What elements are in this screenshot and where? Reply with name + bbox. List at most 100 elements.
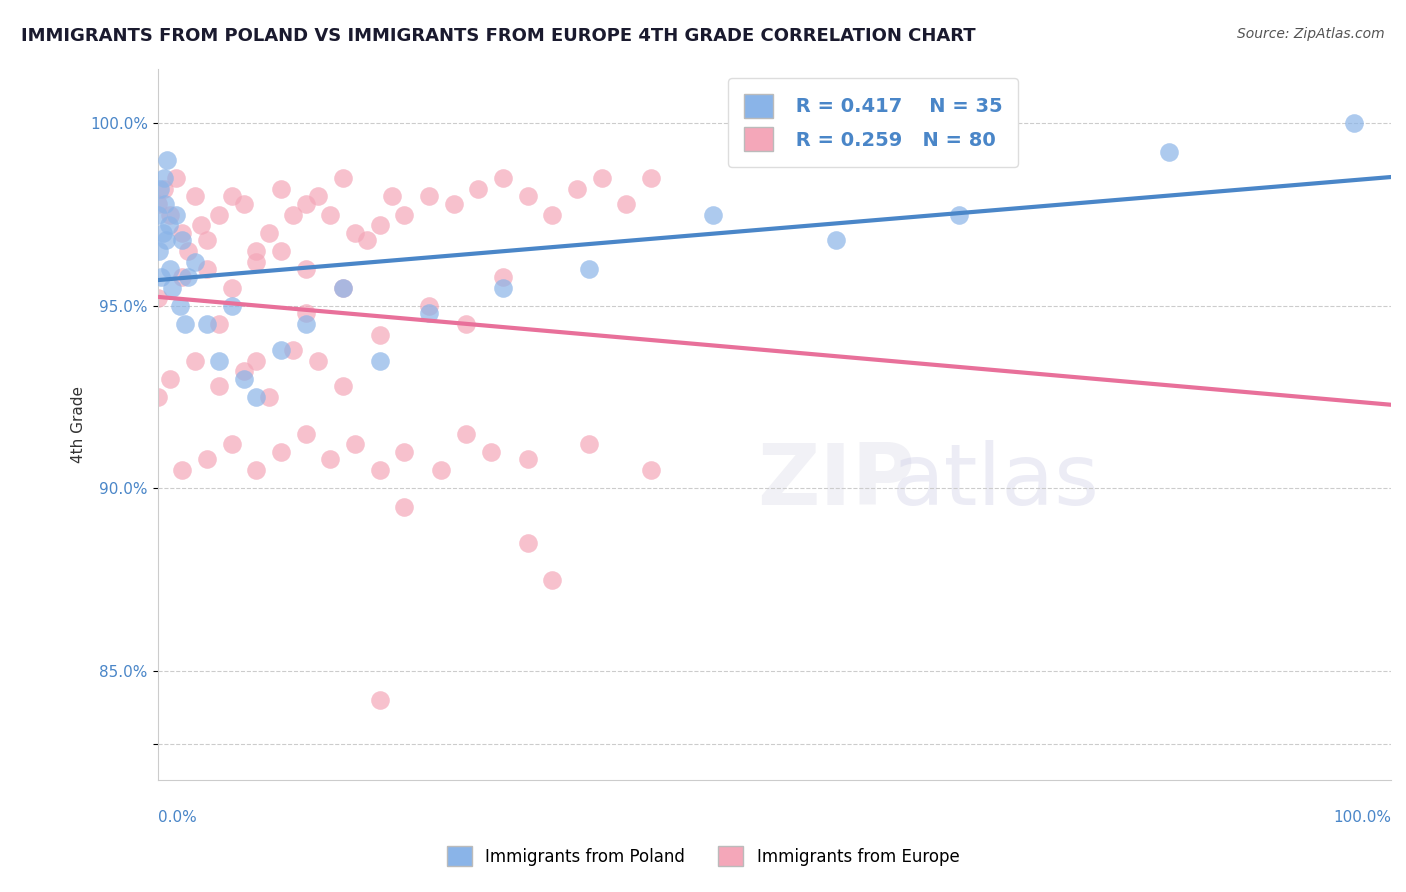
Point <box>332 280 354 294</box>
Point <box>614 196 637 211</box>
Point <box>208 379 231 393</box>
Point <box>343 226 366 240</box>
Point <box>356 233 378 247</box>
Point <box>165 208 187 222</box>
Point <box>232 196 254 211</box>
Point <box>368 463 391 477</box>
Point <box>150 269 173 284</box>
Point <box>148 244 170 258</box>
Text: atlas: atlas <box>893 440 1101 523</box>
Point <box>208 208 231 222</box>
Point <box>319 208 342 222</box>
Point <box>172 226 194 240</box>
Point <box>948 208 970 222</box>
Point <box>368 693 391 707</box>
Point <box>245 244 267 258</box>
Point <box>162 280 184 294</box>
Point <box>294 262 316 277</box>
Point <box>208 317 231 331</box>
Point <box>1343 116 1365 130</box>
Point <box>430 463 453 477</box>
Point <box>492 280 515 294</box>
Point <box>368 328 391 343</box>
Point <box>294 196 316 211</box>
Point <box>195 452 218 467</box>
Point <box>152 182 174 196</box>
Point <box>190 219 212 233</box>
Point <box>319 452 342 467</box>
Point <box>294 426 316 441</box>
Point <box>221 189 243 203</box>
Point <box>492 171 515 186</box>
Point <box>516 189 538 203</box>
Point <box>368 353 391 368</box>
Point <box>1157 145 1180 160</box>
Point <box>516 536 538 550</box>
Point <box>578 437 600 451</box>
Text: 0.0%: 0.0% <box>157 810 197 824</box>
Point <box>591 171 613 186</box>
Point <box>270 444 292 458</box>
Point <box>454 426 477 441</box>
Point <box>245 353 267 368</box>
Point <box>270 182 292 196</box>
Point <box>394 208 416 222</box>
Point <box>159 372 181 386</box>
Point <box>153 196 176 211</box>
Point <box>283 343 305 357</box>
Point <box>146 208 169 222</box>
Point <box>152 171 174 186</box>
Text: ZIP: ZIP <box>756 440 915 523</box>
Point <box>332 171 354 186</box>
Point <box>208 353 231 368</box>
Legend:  R = 0.417    N = 35,  R = 0.259   N = 80: R = 0.417 N = 35, R = 0.259 N = 80 <box>728 78 1018 167</box>
Point <box>270 244 292 258</box>
Point <box>173 317 195 331</box>
Point <box>541 208 564 222</box>
Point <box>146 196 169 211</box>
Point <box>541 573 564 587</box>
Point <box>257 390 280 404</box>
Point <box>169 299 191 313</box>
Point <box>394 500 416 514</box>
Point <box>183 255 205 269</box>
Point <box>381 189 404 203</box>
Point <box>825 233 848 247</box>
Point <box>221 437 243 451</box>
Point <box>195 233 218 247</box>
Point <box>702 208 724 222</box>
Point <box>418 299 440 313</box>
Point <box>332 280 354 294</box>
Point <box>418 189 440 203</box>
Point <box>172 233 194 247</box>
Point <box>343 437 366 451</box>
Point <box>149 182 172 196</box>
Y-axis label: 4th Grade: 4th Grade <box>72 386 86 463</box>
Point <box>467 182 489 196</box>
Point <box>578 262 600 277</box>
Point <box>454 317 477 331</box>
Point <box>443 196 465 211</box>
Point <box>492 269 515 284</box>
Point <box>146 292 169 306</box>
Point <box>245 390 267 404</box>
Point <box>152 226 174 240</box>
Point <box>394 444 416 458</box>
Point <box>516 452 538 467</box>
Point <box>156 153 179 167</box>
Text: Source: ZipAtlas.com: Source: ZipAtlas.com <box>1237 27 1385 41</box>
Point <box>332 379 354 393</box>
Point <box>159 208 181 222</box>
Point <box>245 463 267 477</box>
Point <box>232 364 254 378</box>
Text: IMMIGRANTS FROM POLAND VS IMMIGRANTS FROM EUROPE 4TH GRADE CORRELATION CHART: IMMIGRANTS FROM POLAND VS IMMIGRANTS FRO… <box>21 27 976 45</box>
Point <box>172 269 194 284</box>
Point <box>283 208 305 222</box>
Point <box>257 226 280 240</box>
Point <box>479 444 502 458</box>
Point <box>165 171 187 186</box>
Point <box>245 255 267 269</box>
Point <box>640 463 662 477</box>
Point <box>307 353 329 368</box>
Point <box>368 219 391 233</box>
